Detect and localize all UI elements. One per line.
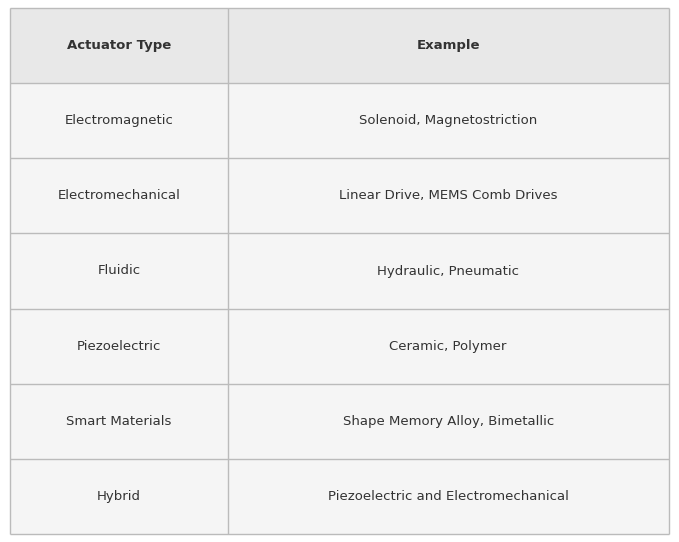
Bar xyxy=(227,8,669,83)
Text: Actuator Type: Actuator Type xyxy=(67,39,171,52)
Bar xyxy=(227,384,669,459)
Text: Electromagnetic: Electromagnetic xyxy=(65,114,173,127)
Text: Fluidic: Fluidic xyxy=(97,264,141,278)
Bar xyxy=(10,234,227,308)
Text: Hybrid: Hybrid xyxy=(97,490,141,503)
Text: Solenoid, Magnetostriction: Solenoid, Magnetostriction xyxy=(359,114,537,127)
Bar xyxy=(10,83,227,158)
Text: Electromechanical: Electromechanical xyxy=(58,189,181,202)
Text: Linear Drive, MEMS Comb Drives: Linear Drive, MEMS Comb Drives xyxy=(339,189,557,202)
Bar xyxy=(227,158,669,234)
Text: Shape Memory Alloy, Bimetallic: Shape Memory Alloy, Bimetallic xyxy=(342,415,554,428)
Bar xyxy=(10,158,227,234)
Text: Hydraulic, Pneumatic: Hydraulic, Pneumatic xyxy=(377,264,519,278)
Bar xyxy=(227,308,669,384)
Bar xyxy=(10,384,227,459)
Text: Piezoelectric: Piezoelectric xyxy=(77,340,161,353)
Text: Piezoelectric and Electromechanical: Piezoelectric and Electromechanical xyxy=(328,490,568,503)
Text: Example: Example xyxy=(416,39,480,52)
Bar xyxy=(227,234,669,308)
Bar xyxy=(227,83,669,158)
Bar xyxy=(227,459,669,534)
Bar xyxy=(10,459,227,534)
Bar xyxy=(10,8,227,83)
Text: Ceramic, Polymer: Ceramic, Polymer xyxy=(390,340,507,353)
Text: Smart Materials: Smart Materials xyxy=(66,415,172,428)
Bar xyxy=(10,308,227,384)
